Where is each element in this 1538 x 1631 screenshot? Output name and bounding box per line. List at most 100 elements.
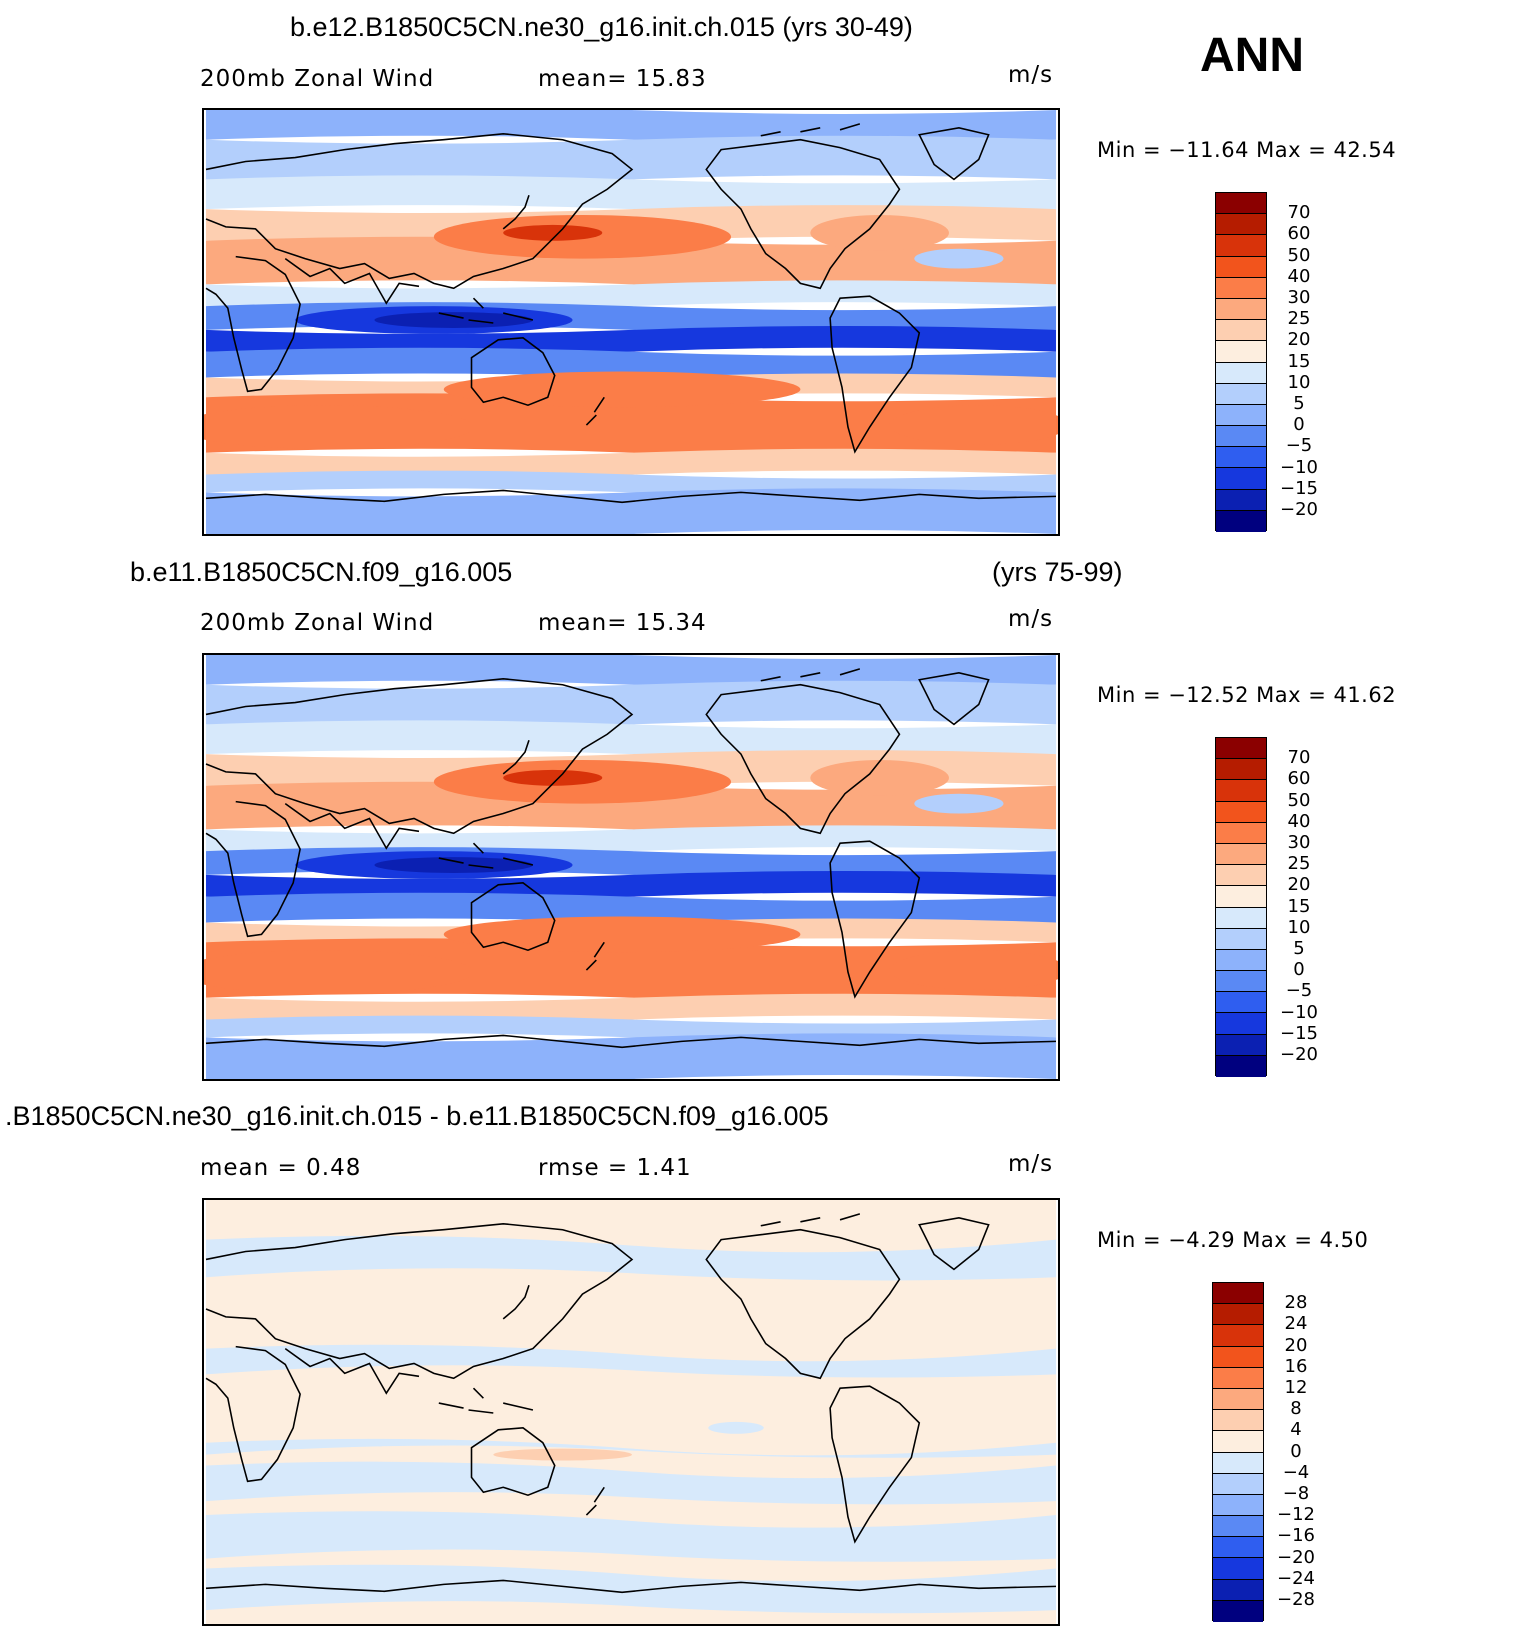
coastline-path — [585, 1486, 605, 1516]
field-band — [206, 1511, 1056, 1562]
colorbar-swatch — [1216, 1055, 1266, 1077]
coastline-path — [918, 127, 990, 181]
coastline-path — [829, 1385, 921, 1544]
field-blob — [708, 1421, 764, 1434]
panel-2-mean: mean= 15.34 — [538, 610, 707, 636]
coastline-path — [205, 677, 634, 835]
coastline-path — [284, 802, 420, 850]
colorbar-label: 60 — [1287, 223, 1311, 245]
field-band — [206, 135, 1056, 184]
colorbar-swatch — [1216, 298, 1266, 321]
colorbar-label: 20 — [1287, 874, 1311, 896]
colorbar-label: 0 — [1293, 959, 1305, 981]
colorbar-swatch — [1213, 1325, 1263, 1347]
colorbar-label: 30 — [1287, 287, 1311, 308]
colorbar-swatch — [1213, 1346, 1263, 1368]
colorbar-label: −10 — [1280, 456, 1318, 478]
colorbar-swatch — [1213, 1431, 1263, 1453]
panel-1-map-svg — [204, 110, 1058, 534]
colorbar-swatch — [1213, 1516, 1263, 1538]
jet-core — [810, 760, 949, 796]
colorbar-label: 50 — [1287, 244, 1311, 266]
field-band — [206, 655, 1056, 689]
coastline-path — [205, 1345, 301, 1483]
colorbar-label: −15 — [1280, 1022, 1318, 1044]
coastline-path — [470, 1427, 556, 1497]
colorbar-swatch — [1216, 971, 1266, 993]
coastline-path — [284, 1347, 420, 1395]
panel-3-map — [202, 1198, 1060, 1626]
coastline-path — [705, 138, 901, 290]
colorbar-label: 70 — [1287, 747, 1311, 769]
field-band — [206, 1344, 1056, 1378]
colorbar-label: 40 — [1287, 810, 1311, 832]
colorbar-label: 70 — [1287, 202, 1311, 224]
coastline-path — [705, 683, 901, 835]
colorbar-swatch — [1216, 738, 1266, 760]
panel-3-map-svg — [205, 1200, 1057, 1624]
panel-2-title: b.e11.B1850C5CN.f09_g16.005 — [130, 557, 513, 587]
coastline-path — [205, 489, 1057, 504]
colorbar-label: −28 — [1277, 1589, 1315, 1610]
colorbar-label: 8 — [1290, 1398, 1302, 1420]
colorbar-swatch — [1216, 214, 1266, 236]
field-band — [206, 1564, 1056, 1614]
colorbar-swatch — [1213, 1367, 1263, 1389]
coastline-path — [502, 1284, 530, 1320]
panel-3-title: .B1850C5CN.ne30_g16.init.ch.015 - b.e11.… — [5, 1101, 829, 1131]
jet-core — [204, 405, 474, 449]
panel-3-rmse: rmse = 1.41 — [538, 1155, 692, 1181]
coastline-path — [502, 194, 530, 230]
colorbar-swatch — [1216, 992, 1266, 1014]
jet-core — [443, 371, 801, 408]
field-band — [206, 892, 1056, 927]
colorbar-swatch — [1213, 1388, 1263, 1411]
panel-1-colorbar — [1215, 192, 1267, 532]
coastline-path — [760, 668, 861, 682]
coastline-path — [705, 1228, 901, 1380]
colorbar-label: 20 — [1284, 1334, 1308, 1356]
coastline-path — [760, 1213, 861, 1227]
colorbar-swatch — [1216, 886, 1266, 908]
colorbar-label: −15 — [1280, 477, 1318, 499]
colorbar-label: −10 — [1280, 1001, 1318, 1023]
colorbar-label: 0 — [1293, 414, 1305, 436]
colorbar-swatch — [1216, 928, 1266, 950]
colorbar-swatch — [1216, 510, 1266, 532]
colorbar-swatch — [1213, 1452, 1263, 1474]
jet-core — [443, 916, 801, 953]
colorbar-label: 5 — [1293, 938, 1305, 959]
field-band — [206, 110, 1056, 144]
colorbar-label: 20 — [1287, 329, 1311, 351]
panel-2-map — [202, 653, 1060, 1081]
colorbar-swatch — [1216, 489, 1266, 511]
field-blob — [914, 793, 1004, 814]
colorbar-swatch — [1216, 468, 1266, 490]
colorbar-label: −20 — [1280, 1044, 1318, 1065]
coastline-path — [502, 739, 530, 775]
panel-2-units: m/s — [1008, 606, 1054, 632]
field-layer — [206, 1200, 1056, 1624]
colorbar-label: −5 — [1285, 980, 1313, 1002]
panel-1-minmax: Min = −11.64 Max = 42.54 — [1097, 138, 1397, 162]
colorbar-swatch — [1216, 822, 1266, 844]
panel-3-colorbar — [1212, 1282, 1264, 1622]
colorbar-label: −20 — [1277, 1546, 1315, 1568]
colorbar-label: 28 — [1284, 1292, 1308, 1314]
colorbar-swatch — [1216, 759, 1266, 781]
colorbar-label: −4 — [1282, 1461, 1310, 1483]
colorbar-label: 25 — [1287, 308, 1311, 330]
colorbar-swatch — [1216, 801, 1266, 823]
colorbar-swatch — [1216, 865, 1266, 887]
colorbar-swatch — [1213, 1304, 1263, 1326]
panel-3-units: m/s — [1008, 1151, 1054, 1177]
coastline-path — [470, 882, 556, 952]
colorbar-label: −16 — [1277, 1525, 1315, 1547]
colorbar-swatch — [1216, 193, 1266, 215]
field-blob — [914, 248, 1004, 269]
jet-core — [503, 224, 603, 241]
field-band — [206, 175, 1056, 214]
field-band — [206, 680, 1056, 729]
colorbar-label: 10 — [1287, 371, 1311, 393]
colorbar-swatch — [1216, 907, 1266, 929]
